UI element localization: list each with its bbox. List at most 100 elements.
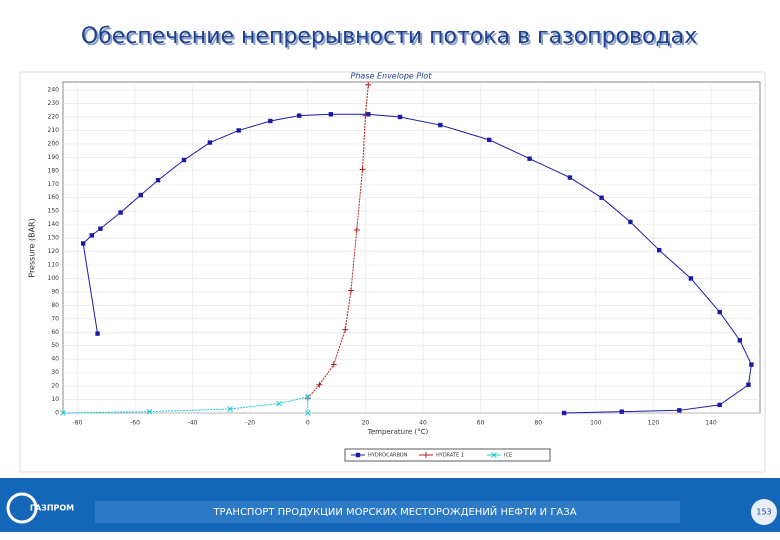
plot-area [62, 81, 761, 414]
y-tick-label: 120 [48, 248, 60, 255]
page-badge [751, 499, 777, 525]
y-tick-label: 130 [48, 235, 60, 242]
y-tick-label: 220 [48, 113, 60, 120]
point [688, 276, 694, 281]
point [155, 178, 161, 183]
point [348, 287, 355, 294]
point [89, 233, 95, 238]
point [227, 406, 233, 412]
point [60, 410, 66, 416]
logo-mark [6, 492, 38, 524]
logo-text: ГАЗПРОМ [30, 504, 74, 513]
point [181, 157, 187, 163]
y-tick-label: 30 [51, 369, 59, 376]
point [342, 326, 349, 333]
y-tick-label: 70 [51, 315, 59, 322]
slide-title: Обеспечение непрерывности потока в газоп… [81, 24, 697, 49]
y-tick-label: 60 [51, 329, 59, 336]
x-tick-label: -40 [188, 420, 198, 427]
point [599, 195, 604, 200]
y-tick-label: 200 [48, 140, 60, 147]
y-tick-label: 140 [48, 221, 60, 228]
point [236, 128, 241, 133]
y-tick-label: 20 [51, 383, 59, 390]
point [749, 362, 754, 367]
point [276, 400, 282, 407]
point [366, 112, 371, 117]
y-tick-label: 240 [48, 87, 60, 94]
legend-label: HYDRATE 1 [436, 453, 464, 459]
y-tick-label: 150 [48, 208, 60, 215]
point [328, 112, 334, 117]
legend-box [344, 448, 551, 462]
point [316, 381, 323, 388]
point [567, 175, 573, 180]
x-tick-label: 20 [362, 420, 370, 427]
y-tick-label: 90 [51, 288, 59, 295]
point [138, 192, 143, 198]
y-tick-label: 210 [48, 127, 60, 134]
point [397, 114, 403, 120]
y-tick-label: 230 [48, 100, 60, 107]
y-axis-label: Pressure (BAR) [28, 218, 37, 277]
point [677, 408, 682, 413]
point [717, 309, 722, 315]
point [737, 338, 743, 343]
point [330, 361, 337, 368]
x-tick-label: 0 [306, 420, 310, 427]
point [359, 166, 366, 173]
point [118, 210, 123, 215]
legend-marker [355, 452, 361, 458]
x-tick-label: 60 [477, 420, 485, 427]
legend-marker [491, 452, 497, 458]
chart-title: Phase Envelope Plot [351, 72, 433, 81]
x-tick-label: -60 [130, 420, 140, 427]
point [628, 219, 633, 225]
y-tick-label: 190 [48, 154, 60, 161]
legend-label: HYDROCARBON [368, 453, 408, 459]
point [746, 382, 751, 387]
legend-marker [423, 452, 429, 458]
point [527, 156, 532, 161]
point [98, 226, 103, 231]
footer-text: ТРАНСПОРТ ПРОДУКЦИИ МОРСКИХ МЕСТОРОЖДЕНИ… [212, 505, 576, 518]
point [268, 118, 273, 124]
x-tick-label: -80 [72, 420, 82, 427]
x-tick-label: 80 [534, 420, 542, 427]
point [656, 247, 662, 253]
x-tick-label: 140 [705, 420, 717, 427]
page-number: 153 [756, 508, 771, 517]
point [146, 408, 153, 415]
x-tick-label: 120 [648, 420, 660, 427]
point [487, 137, 492, 143]
point [304, 410, 311, 416]
point [362, 112, 369, 119]
y-tick-label: 0 [55, 410, 59, 417]
x-tick-label: 100 [590, 420, 602, 427]
y-tick-label: 80 [51, 302, 59, 309]
point [95, 331, 100, 336]
point [207, 140, 213, 145]
y-tick-label: 100 [48, 275, 60, 282]
y-tick-label: 160 [48, 194, 60, 201]
y-tick-label: 10 [51, 396, 59, 403]
y-tick-label: 40 [51, 356, 59, 363]
point [438, 122, 443, 128]
point [296, 113, 302, 118]
point [80, 241, 86, 246]
y-tick-label: 170 [48, 181, 60, 188]
y-tick-label: 180 [48, 167, 60, 174]
footer-inner [95, 501, 680, 523]
x-tick-label: -20 [245, 420, 255, 427]
point [619, 409, 624, 414]
point [353, 227, 360, 234]
x-axis-label: Temperature (°C) [367, 428, 429, 436]
legend-label: ICE [504, 453, 512, 459]
y-tick-label: 50 [51, 342, 59, 349]
title-shadow: Обеспечение непрерывности потока в газоп… [83, 26, 699, 51]
point [717, 402, 722, 408]
x-tick-label: 40 [419, 420, 427, 427]
point [561, 410, 567, 416]
point [365, 81, 372, 88]
